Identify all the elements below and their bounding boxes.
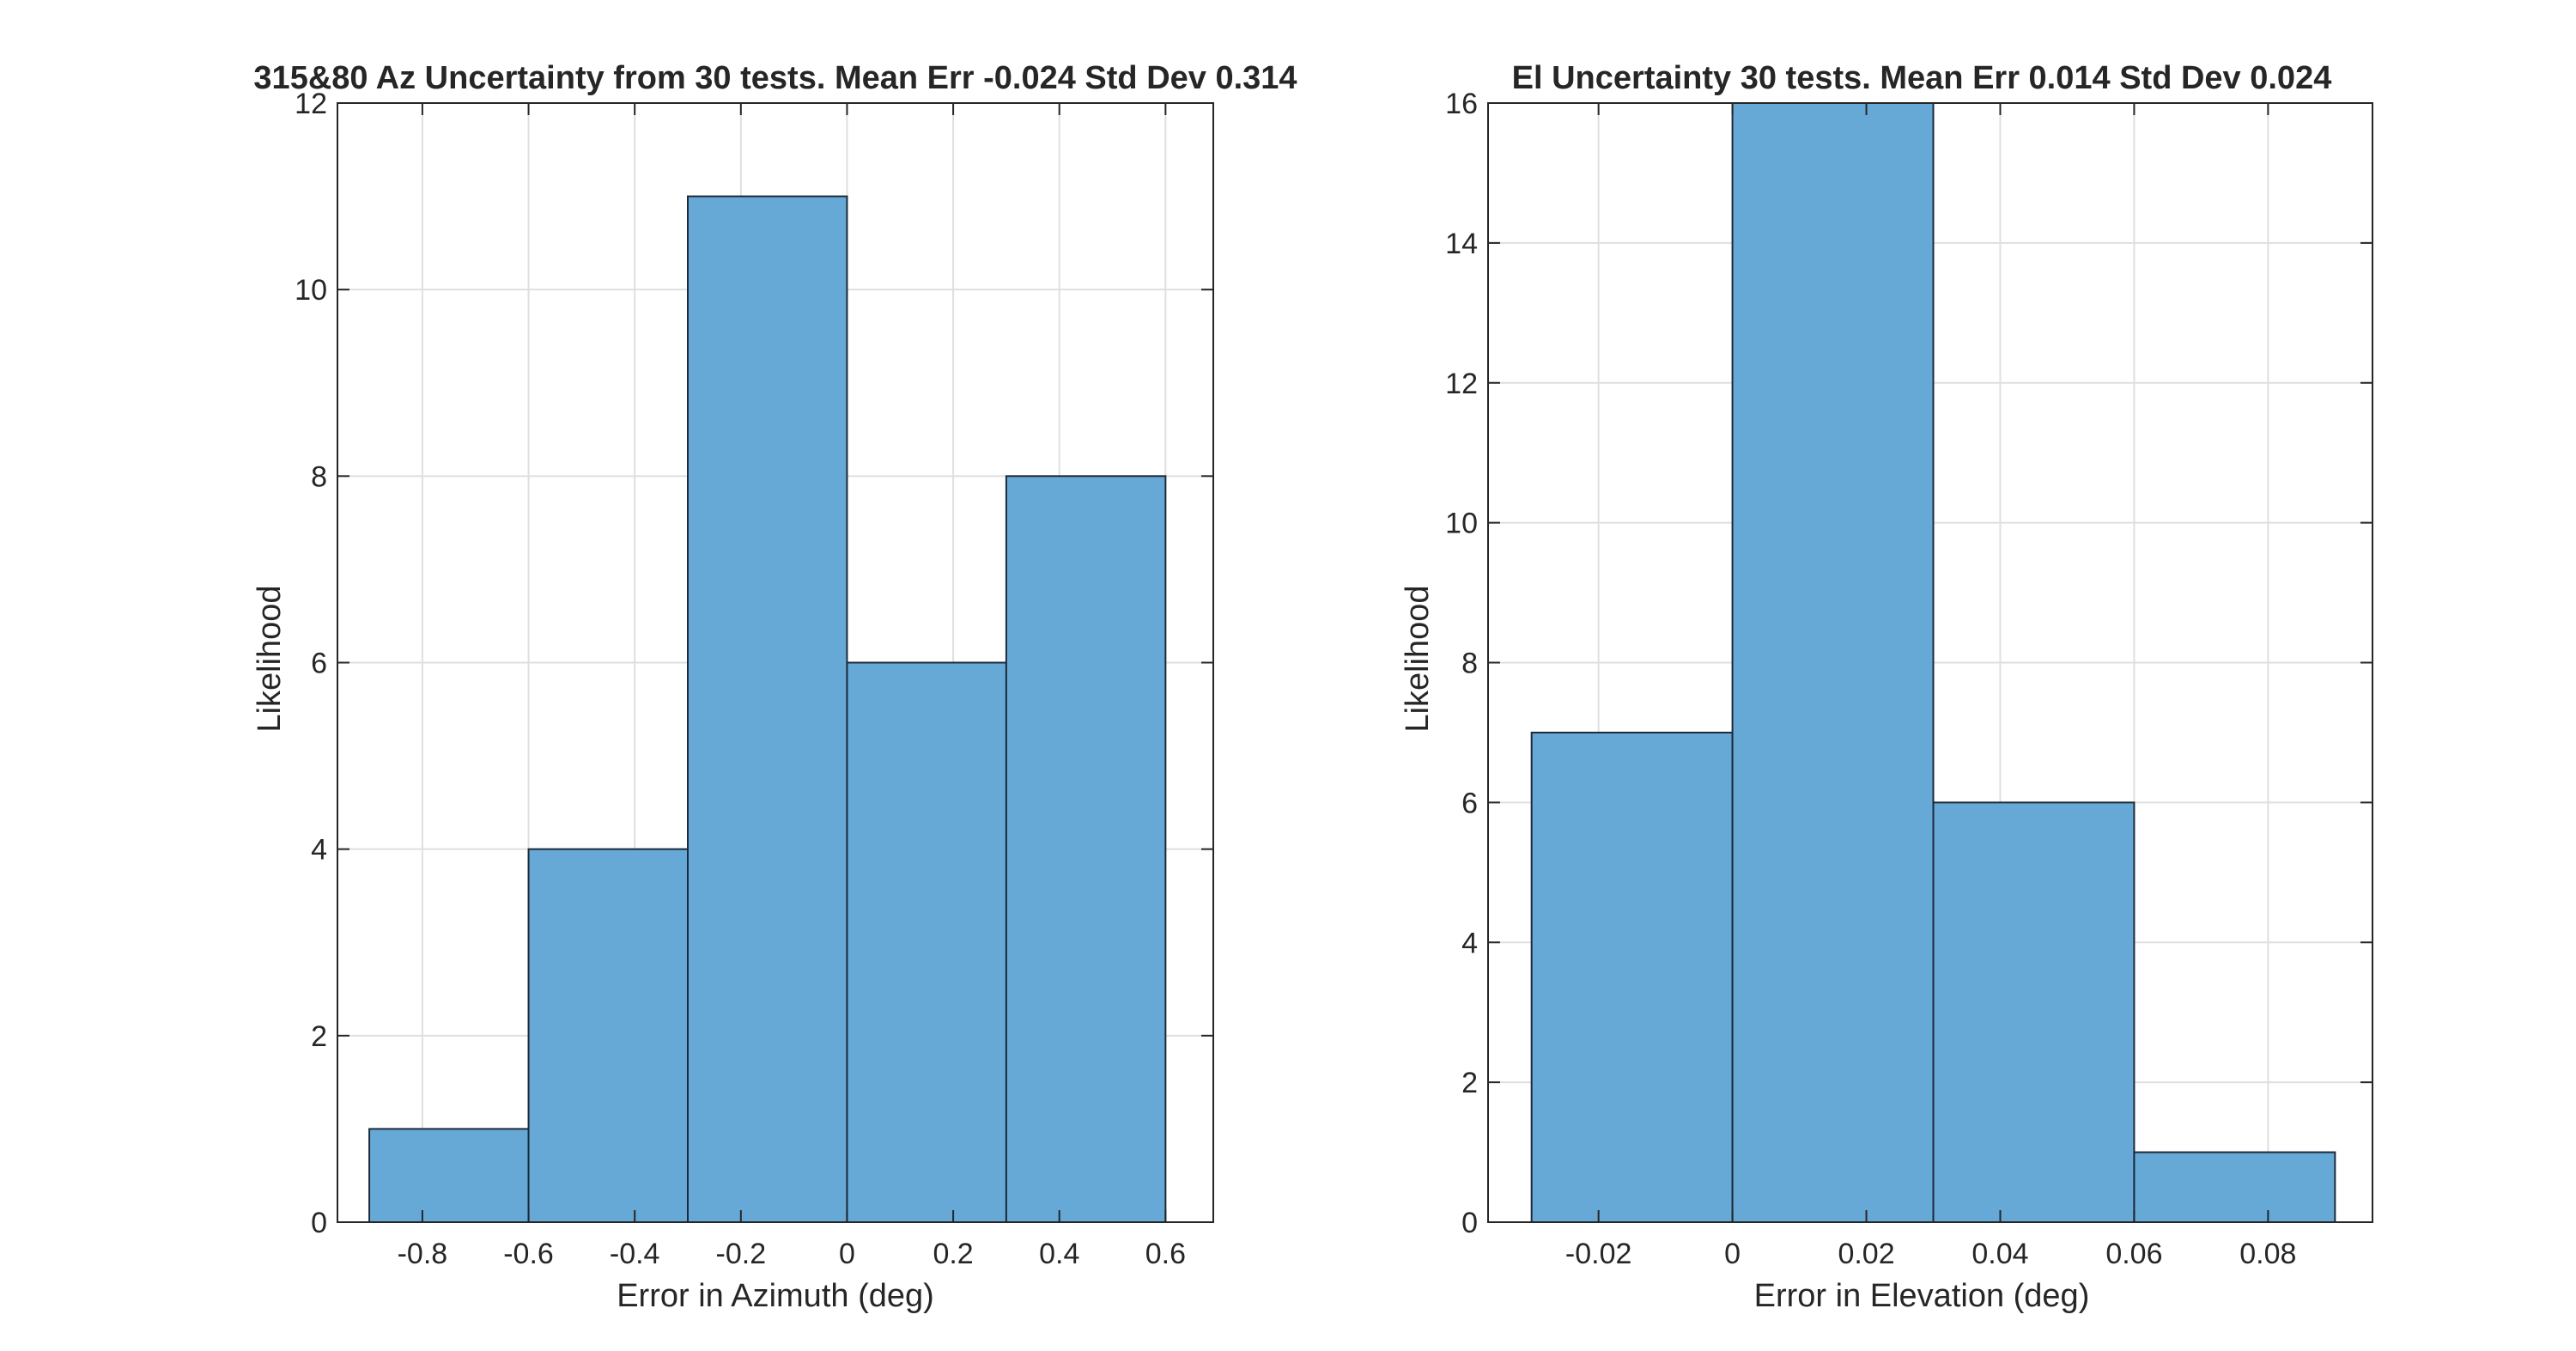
y-tick-label: 0 [311, 1207, 327, 1239]
x-tick-label: -0.8 [398, 1238, 448, 1270]
x-tick-label: 0.4 [1039, 1238, 1079, 1270]
chart-title: El Uncertainty 30 tests. Mean Err 0.014 … [1512, 60, 2332, 96]
y-tick-label: 8 [311, 460, 327, 493]
x-tick-label: -0.2 [716, 1238, 767, 1270]
histogram-bar [368, 1128, 530, 1223]
x-tick-label: 0 [1724, 1238, 1741, 1270]
histogram-bar [2133, 1151, 2336, 1223]
y-tick-label: 14 [1445, 228, 1478, 260]
azimuth-histogram: -0.8 -0.6 -0.4 -0.2 0 0.2 0.4 0.6 0 2 4 6 8 10 12 315&… [252, 60, 1297, 1314]
histogram-bar [527, 848, 690, 1224]
histogram-bar [687, 195, 848, 1223]
x-tick-label: 0.6 [1145, 1238, 1186, 1270]
x-tick-label: 0.06 [2105, 1238, 2162, 1270]
y-tick-label: 6 [311, 648, 327, 680]
y-tick-label: 16 [1445, 88, 1478, 120]
x-axis-label: Error in Elevation (deg) [1754, 1278, 2090, 1314]
y-tick-label: 6 [1461, 787, 1478, 819]
y-tick-label: 2 [1461, 1067, 1478, 1099]
y-tick-label: 4 [311, 834, 327, 867]
y-tick-label: 0 [1461, 1207, 1478, 1239]
histogram-bar [1731, 102, 1935, 1223]
chart-title: 315&80 Az Uncertainty from 30 tests. Mea… [253, 60, 1297, 96]
histogram-bar [1932, 801, 2136, 1223]
y-tick-label: 10 [295, 274, 327, 307]
x-tick-label: 0.2 [933, 1238, 973, 1270]
x-tick-label: -0.02 [1565, 1238, 1632, 1270]
y-tick-label: 2 [311, 1020, 327, 1053]
elevation-histogram: -0.02 0 0.02 0.04 0.06 0.08 0 2 4 6 8 10 12 14 16 El U… [1400, 60, 2373, 1314]
x-tick-label: 0.04 [1971, 1238, 2028, 1270]
x-tick-label: -0.6 [503, 1238, 554, 1270]
y-axis-label: Likelihood [1400, 585, 1436, 732]
x-tick-label: 0 [839, 1238, 855, 1270]
x-tick-label: 0.08 [2239, 1238, 2296, 1270]
y-tick-label: 12 [295, 88, 327, 120]
y-tick-label: 12 [1445, 368, 1478, 400]
histogram-bar [1530, 731, 1734, 1223]
y-tick-label: 4 [1461, 927, 1478, 959]
x-tick-label: 0.02 [1838, 1238, 1894, 1270]
x-axis-label: Error in Azimuth (deg) [617, 1278, 934, 1314]
y-axis-label: Likelihood [252, 585, 288, 732]
y-tick-label: 8 [1461, 648, 1478, 680]
y-tick-label: 10 [1445, 508, 1478, 540]
histogram-bar [846, 661, 1007, 1223]
x-tick-label: -0.4 [610, 1238, 660, 1270]
histogram-bar [1005, 475, 1167, 1223]
